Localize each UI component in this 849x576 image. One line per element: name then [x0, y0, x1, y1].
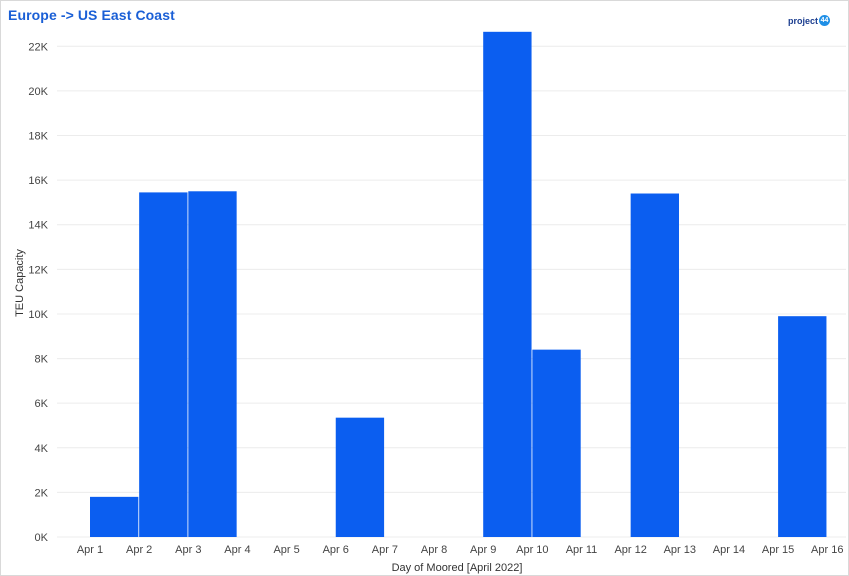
y-tick-label: 20K: [28, 86, 48, 98]
grid-lines: [57, 45, 846, 538]
x-axis-label: Day of Moored [April 2022]: [392, 562, 523, 574]
y-tick-label: 22K: [28, 41, 48, 53]
y-axis-label: TEU Capacity: [14, 249, 26, 317]
x-tick-label: Apr 11: [566, 544, 598, 556]
chart-title: Europe -> US East Coast: [8, 7, 175, 23]
y-tick-label: 6K: [35, 398, 49, 410]
y-tick-label: 4K: [35, 443, 49, 455]
bars: [90, 31, 827, 538]
x-tick-label: Apr 9: [470, 544, 496, 556]
x-tick-label: Apr 14: [713, 544, 745, 556]
x-tick-label: Apr 12: [614, 544, 646, 556]
y-tick-label: 18K: [28, 131, 48, 143]
x-tick-label: Apr 16: [811, 544, 843, 556]
x-tick-label: Apr 7: [372, 544, 398, 556]
x-tick-label: Apr 3: [175, 544, 201, 556]
x-tick-label: Apr 5: [273, 544, 299, 556]
x-tick-label: Apr 6: [323, 544, 349, 556]
x-tick-label: Apr 4: [224, 544, 250, 556]
y-tick-label: 14K: [28, 220, 48, 232]
x-axis-ticks: Apr 1 Apr 2 Apr 3 Apr 4 Apr 5 Apr 6 Apr 7 Apr 8…: [77, 544, 844, 556]
logo-text: project: [788, 15, 819, 26]
bar-apr-12[interactable]: [630, 193, 679, 537]
bar-apr-15[interactable]: [778, 316, 827, 537]
x-tick-label: Apr 2: [126, 544, 152, 556]
x-tick-label: Apr 15: [762, 544, 794, 556]
y-axis-ticks: 0K 2K 4K 6K 8K 10K 12K 14K 16K 18K 20K 22K: [28, 41, 48, 544]
x-tick-label: Apr 10: [516, 544, 548, 556]
x-tick-label: Apr 1: [77, 544, 103, 556]
project44-logo: project 44: [788, 15, 831, 26]
bar-apr-2[interactable]: [139, 192, 188, 537]
x-tick-label: Apr 13: [664, 544, 696, 556]
logo-badge-icon: 44: [819, 15, 831, 26]
y-tick-label: 10K: [28, 309, 48, 321]
y-tick-label: 0K: [35, 532, 49, 544]
bar-apr-9[interactable]: [483, 31, 532, 538]
y-tick-label: 8K: [35, 354, 49, 366]
bar-apr-6[interactable]: [335, 417, 385, 537]
y-tick-label: 2K: [35, 487, 49, 499]
bar-apr-1[interactable]: [90, 496, 139, 537]
y-tick-label: 12K: [28, 264, 48, 276]
y-tick-label: 16K: [28, 175, 48, 187]
x-tick-label: Apr 8: [421, 544, 447, 556]
bar-apr-3[interactable]: [188, 191, 237, 538]
bar-apr-10[interactable]: [532, 349, 581, 537]
